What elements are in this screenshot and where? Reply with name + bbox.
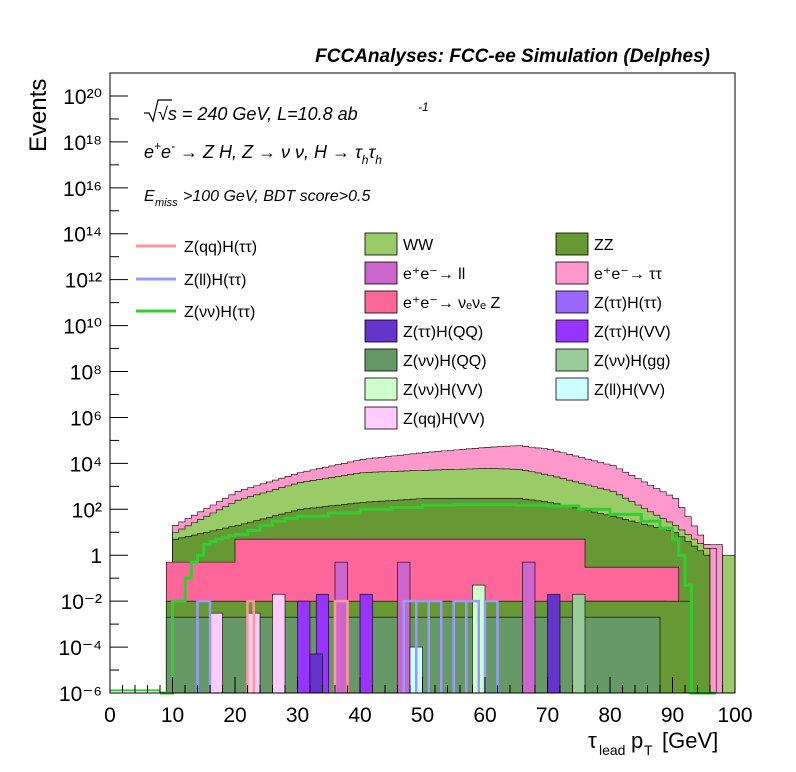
legend-swatch bbox=[555, 232, 589, 256]
bar-zqq-hvv bbox=[272, 593, 286, 694]
legend-swatch bbox=[555, 290, 589, 314]
line-zqq-htautau bbox=[333, 599, 349, 693]
y-tick-label: 10¹⁴ bbox=[63, 224, 102, 247]
legend-label: Z(ττ)H(VV) bbox=[594, 324, 671, 341]
line-zll-htautau bbox=[465, 599, 480, 693]
svg-text:T: T bbox=[644, 742, 653, 758]
bar-zqq-hvv bbox=[209, 612, 223, 694]
legend-swatch bbox=[555, 377, 589, 401]
y-tick-label: 10⁶ bbox=[70, 407, 102, 430]
line-zll-htautau bbox=[427, 599, 443, 693]
svg-text:p: p bbox=[631, 728, 643, 753]
x-tick-label: 20 bbox=[223, 704, 246, 727]
svg-text:>100 GeV, BDT score>0.5: >100 GeV, BDT score>0.5 bbox=[183, 188, 370, 205]
y-tick-label: 10⁻² bbox=[61, 591, 102, 614]
legend-label: Z(ll)H(VV) bbox=[594, 382, 665, 399]
y-axis-label: Events bbox=[25, 79, 52, 152]
annotation-energy: √s = 240 GeV, L=10.8 ab -1 bbox=[144, 99, 429, 124]
x-tick-label: 80 bbox=[598, 704, 621, 727]
bar-znunu-hgg bbox=[572, 593, 586, 694]
legend-swatch bbox=[364, 406, 398, 430]
bar-ee-tautau-edge bbox=[709, 548, 717, 694]
chart-title: FCCAnalyses: FCC-ee Simulation (Delphes) bbox=[315, 46, 710, 67]
line-zqq-htautau bbox=[246, 599, 255, 693]
x-tick-label: 50 bbox=[411, 704, 434, 727]
svg-text:√s = 240 GeV, L=10.8 ab: √s = 240 GeV, L=10.8 ab bbox=[158, 104, 358, 124]
bar-ztautau-hvv bbox=[359, 593, 373, 694]
x-axis-label: τ lead p T [GeV] bbox=[588, 728, 718, 758]
x-tick-label: 30 bbox=[286, 704, 309, 727]
y-tick-label: 10¹² bbox=[65, 270, 102, 293]
x-tick-label: 40 bbox=[348, 704, 371, 727]
svg-text:miss: miss bbox=[155, 197, 178, 209]
bar-ztautau-hvv bbox=[297, 600, 311, 694]
legend-swatch bbox=[555, 348, 589, 372]
x-tick-label: 70 bbox=[536, 704, 559, 727]
svg-text:lead: lead bbox=[599, 742, 625, 758]
svg-text:τ: τ bbox=[588, 728, 597, 753]
y-tick-label: 10² bbox=[72, 499, 102, 522]
y-tick-label: 1 bbox=[90, 545, 102, 568]
legend-label: Z(qq)H(ττ) bbox=[184, 239, 257, 256]
legend-swatch bbox=[364, 348, 398, 372]
legend-label: Z(νν)H(gg) bbox=[594, 353, 670, 370]
line-zll-htautau bbox=[196, 599, 212, 693]
legend-swatch bbox=[555, 319, 589, 343]
legend-label: Z(ττ)H(ττ) bbox=[594, 295, 662, 312]
x-tick-label: 90 bbox=[661, 704, 684, 727]
legend-swatch bbox=[364, 377, 398, 401]
legend-swatch bbox=[364, 261, 398, 285]
bar-ww-edge bbox=[722, 554, 736, 694]
x-tick-label: 0 bbox=[104, 704, 116, 727]
x-tick-label: 60 bbox=[473, 704, 496, 727]
x-tick-label: 10 bbox=[161, 704, 184, 727]
legend-swatch bbox=[364, 232, 398, 256]
legend-label: WW bbox=[403, 237, 434, 254]
legend-swatch bbox=[555, 261, 589, 285]
y-tick-label: 10¹⁶ bbox=[63, 178, 102, 201]
bar-ee-ll bbox=[522, 561, 536, 694]
legend-label: Z(ττ)H(QQ) bbox=[403, 324, 483, 341]
bar-ee-ll bbox=[334, 561, 348, 694]
legend-swatch bbox=[364, 319, 398, 343]
legend-label: Z(νν)H(ττ) bbox=[184, 304, 255, 321]
svg-text:E: E bbox=[144, 188, 155, 205]
legend-label: ZZ bbox=[594, 237, 614, 254]
legend-label: e⁺e⁻→ νₑνₑ Z bbox=[403, 295, 500, 312]
svg-text:-1: -1 bbox=[418, 100, 429, 114]
legend-label: e⁺e⁻→ ll bbox=[403, 266, 465, 283]
legend-label: Z(qq)H(VV) bbox=[403, 411, 485, 428]
y-tick-label: 10¹⁰ bbox=[63, 316, 102, 339]
legend-swatch bbox=[364, 290, 398, 314]
legend-label: Z(νν)H(QQ) bbox=[403, 353, 487, 370]
y-axis: 10⁻⁶ 10⁻⁴ 10⁻² 1 10² 10⁴ 10⁶ 10⁸ 10¹⁰ 10¹² 10¹⁴ 10¹… bbox=[59, 72, 128, 706]
line-znunu-htautau bbox=[160, 503, 717, 695]
annotation-cuts: E miss >100 GeV, BDT score>0.5 bbox=[144, 188, 370, 209]
bar-ztautau-hqq bbox=[547, 593, 561, 694]
plot-layers bbox=[110, 445, 736, 695]
x-axis: 0 10 20 30 40 50 60 70 80 90 100 bbox=[104, 677, 753, 727]
x-tick-label: 100 bbox=[717, 704, 752, 727]
y-tick-label: 10⁻⁴ bbox=[59, 637, 102, 660]
svg-text:[GeV]: [GeV] bbox=[662, 728, 718, 753]
legend-label: Z(νν)H(VV) bbox=[403, 382, 483, 399]
y-tick-label: 10⁴ bbox=[70, 453, 102, 476]
bar-ztautau-hqq bbox=[309, 653, 323, 694]
y-tick-label: 10⁻⁶ bbox=[59, 683, 102, 706]
legend-label: Z(ll)H(ττ) bbox=[184, 272, 246, 289]
line-zll-htautau bbox=[483, 599, 499, 693]
legend-label: e⁺e⁻→ ττ bbox=[594, 266, 662, 283]
y-tick-label: 10⁸ bbox=[70, 362, 102, 385]
y-tick-label: 10¹⁸ bbox=[63, 132, 102, 155]
legend: Z(qq)H(ττ) Z(ll)H(ττ) Z(νν)H(ττ) WW ZZ e⁺e⁻→ … bbox=[136, 232, 671, 430]
y-tick-label: 10²⁰ bbox=[63, 86, 102, 109]
